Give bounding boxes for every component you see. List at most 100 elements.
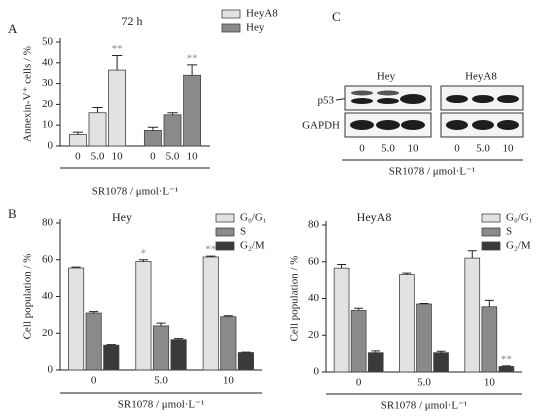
error-bar (71, 266, 81, 269)
x-tick-label: 5.0 (166, 151, 180, 163)
x-tick-label: 10 (112, 151, 124, 163)
panel-letter: C (332, 9, 341, 24)
error-bar (501, 365, 511, 367)
legend-swatch (481, 213, 501, 223)
lane-label: 0 (454, 143, 460, 155)
bar (464, 257, 481, 373)
x-tick-label: 0 (75, 151, 81, 163)
annotation: ** (112, 43, 123, 55)
legend-label: G₀/G₁ (506, 212, 533, 224)
bar (220, 316, 237, 371)
error-bar (106, 344, 116, 346)
bar (135, 261, 152, 371)
bar (170, 339, 187, 371)
bar (152, 325, 170, 371)
lane-label: 10 (408, 143, 420, 155)
y-tick-label: 0 (48, 364, 54, 376)
chart-title: HeyA8 (357, 210, 392, 224)
legend-swatch (221, 9, 241, 19)
y-tick-label: 50 (42, 36, 54, 48)
y-axis-label: Cell population / % (289, 256, 301, 342)
lane-label: 5.0 (476, 143, 490, 155)
y-tick-label: 0 (48, 140, 54, 152)
y-axis-label: Cell population / % (22, 254, 34, 340)
bar (367, 352, 384, 373)
error-bar (206, 255, 216, 257)
error-bar (147, 126, 159, 131)
x-tick-label: 10 (223, 375, 235, 387)
annotation: ** (205, 244, 216, 256)
error-bar (89, 311, 99, 314)
x-tick-label: 5.0 (417, 377, 431, 389)
bar (88, 112, 107, 147)
legend-swatch (481, 241, 501, 251)
bar (237, 352, 254, 371)
y-tick-label: 20 (308, 329, 320, 341)
y-axis-label: Annexin-V⁺ cells / % (22, 46, 34, 142)
bar (85, 312, 102, 371)
legend-swatch (215, 213, 235, 223)
y-tick-label: 80 (42, 217, 54, 229)
bar (498, 366, 515, 373)
annotation: ** (501, 353, 512, 365)
y-tick-label: 60 (308, 255, 320, 267)
blot-row-label: p53 (318, 95, 335, 107)
y-tick-label: 30 (42, 77, 54, 89)
blot-panel: C Hey HeyA8 p53 GAPDH 0 5.0 10 0 5.0 10 … (302, 9, 524, 178)
error-bar (138, 259, 148, 262)
error-bar (402, 272, 412, 275)
y-tick-label: 10 (42, 119, 54, 131)
legend-swatch (481, 227, 501, 237)
x-axis-label: SR1078 / μmol·L⁻¹ (389, 166, 476, 178)
x-axis-label: SR1078 / μmol·L⁻¹ (381, 400, 468, 412)
x-tick-label: 5.0 (91, 151, 105, 163)
panel-letter: B (8, 206, 17, 221)
bar (68, 134, 87, 147)
x-tick-label: 0 (91, 375, 97, 387)
error-bar (72, 131, 84, 135)
bar (416, 303, 432, 373)
blot-row-label: GAPDH (302, 120, 340, 132)
error-bar (436, 350, 446, 353)
bar (433, 352, 449, 373)
chart-title: 72 h (122, 14, 143, 28)
bar (143, 129, 162, 147)
legend-label: S (240, 226, 246, 238)
y-tick-label: 40 (42, 290, 54, 302)
x-axis-label: SR1078 / μmol·L⁻¹ (118, 399, 205, 411)
bar (108, 69, 127, 147)
y-tick-label: 80 (308, 219, 320, 231)
blot-group-label: Hey (377, 71, 396, 83)
error-bar (467, 250, 477, 259)
x-tick-label: 5.0 (154, 375, 168, 387)
x-tick-label: 0 (356, 377, 362, 389)
error-bar (371, 350, 381, 353)
bar (103, 344, 120, 371)
error-bar (92, 107, 103, 113)
bar (68, 267, 85, 371)
x-tick-label: 0 (150, 151, 156, 163)
x-tick-label: 10 (484, 377, 496, 389)
y-tick-label: 0 (314, 366, 320, 378)
x-axis-label: SR1078 / μmol·L⁻¹ (92, 186, 179, 198)
legend-label: G₀/G₁ (240, 212, 267, 224)
legend-swatch (221, 23, 241, 33)
error-bar (354, 307, 364, 311)
bar (202, 256, 219, 371)
lane-label: 10 (503, 143, 515, 155)
legend-label: S (506, 226, 512, 238)
bar (481, 306, 498, 373)
y-tick-label: 40 (42, 56, 54, 68)
bar (163, 114, 182, 147)
y-tick-label: 60 (42, 253, 54, 265)
chart-title: Hey (112, 210, 132, 224)
legend-label: G₂/M (240, 240, 265, 252)
legend-swatch (215, 227, 235, 237)
error-bar (167, 112, 178, 115)
panel-letter: A (8, 21, 18, 36)
legend-swatch (215, 241, 235, 251)
y-tick-label: 20 (42, 327, 54, 339)
bands (350, 90, 519, 130)
legend-label: G₂/M (506, 240, 531, 252)
